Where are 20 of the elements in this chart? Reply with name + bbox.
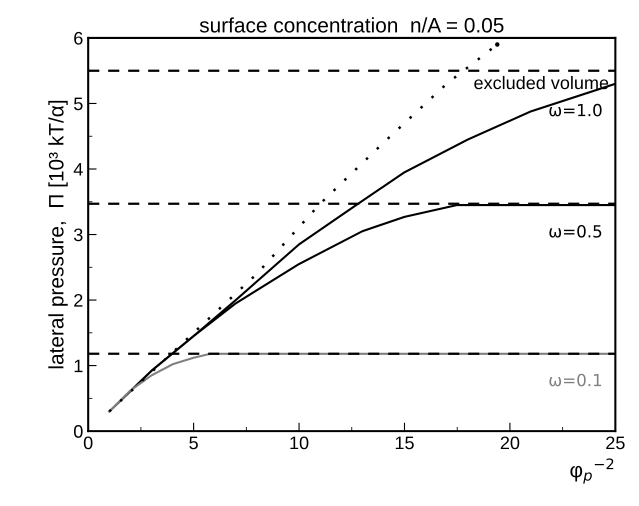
- y-tick-label: 6: [74, 32, 83, 45]
- x-tick-label: 20: [500, 436, 520, 450]
- chart-title: surface concentration n/A = 0.05: [200, 17, 504, 33]
- x-tick-label: 15: [396, 436, 414, 450]
- x-tick-label: 25: [606, 436, 625, 450]
- y-tick-label: 2: [74, 294, 82, 307]
- y-tick-label: 3: [74, 228, 83, 242]
- y-tick-label: 5: [74, 98, 83, 110]
- series-label: ω=0.5: [549, 224, 602, 238]
- x-tick-label: 0: [84, 436, 92, 450]
- x-axis-title: φ$_{p}$$^{−2}$: [570, 458, 614, 484]
- series-label: ω=0.1: [549, 374, 602, 386]
- x-tick-label: 5: [189, 436, 198, 450]
- series-label: ω=1.0: [549, 104, 602, 116]
- y-tick-label: 1: [74, 360, 82, 372]
- y-axis-title: lateral pressure, Π [10³ kT/α]: [48, 100, 68, 368]
- y-tick-label: 4: [74, 163, 83, 176]
- ref-line-label: excluded volume: [474, 76, 608, 90]
- y-tick-label: 0: [74, 425, 83, 438]
- x-tick-label: 10: [290, 436, 308, 450]
